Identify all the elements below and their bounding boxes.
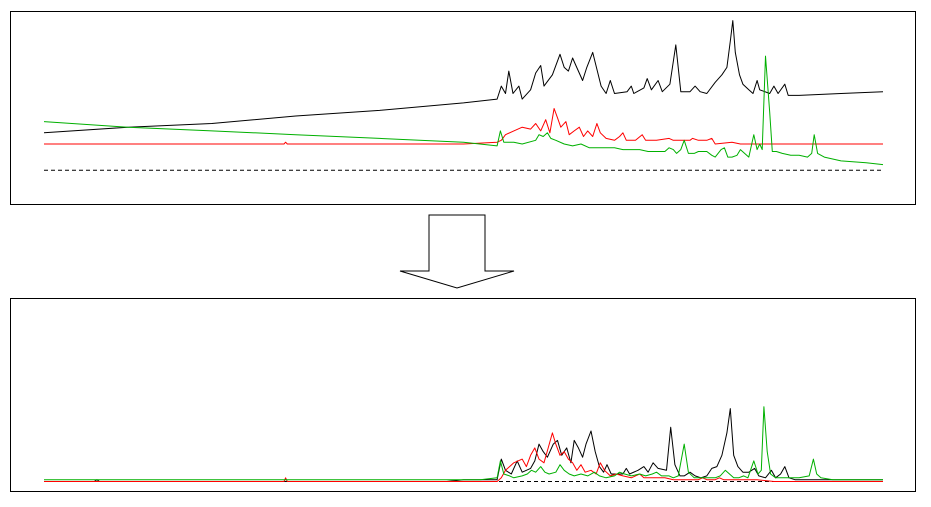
top-chart-panel bbox=[10, 11, 916, 205]
down-arrow-icon bbox=[398, 214, 516, 290]
bottom-chromatogram-plot bbox=[44, 406, 883, 483]
top-series-line-3 bbox=[43, 55, 884, 166]
top-series-line-1 bbox=[43, 20, 884, 134]
top-chromatogram-plot bbox=[43, 20, 884, 171]
bottom-chart-panel bbox=[10, 298, 916, 492]
top-series-line-2 bbox=[44, 108, 883, 145]
bottom-series-line-3 bbox=[44, 406, 883, 481]
bottom-series-line-2 bbox=[44, 432, 883, 482]
